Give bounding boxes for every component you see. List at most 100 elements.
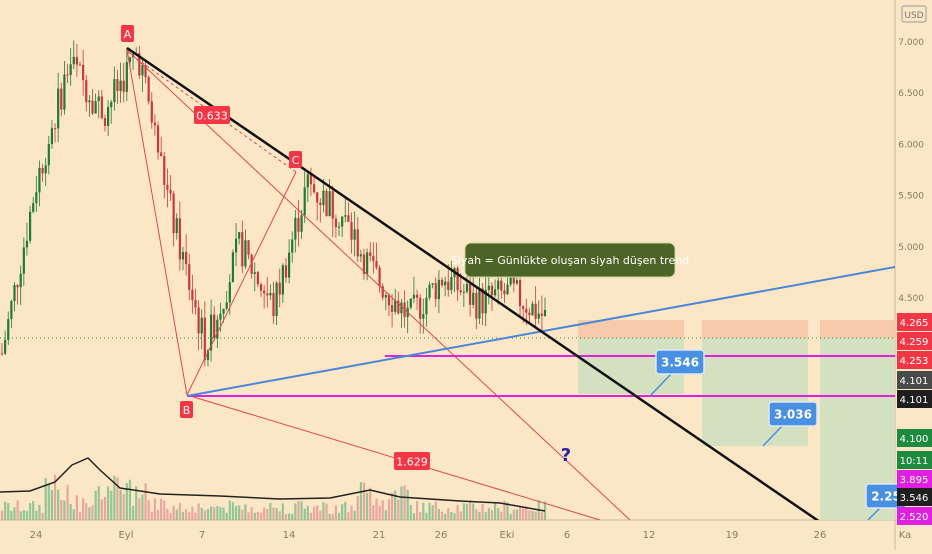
candle-body (269, 292, 272, 296)
candle-body (312, 184, 316, 193)
candle-body (291, 239, 294, 253)
price-tag: 4.265 (897, 313, 932, 331)
volume-bar (69, 503, 72, 520)
candle-body (484, 289, 487, 314)
volume-bar (216, 506, 219, 520)
candle-body (169, 189, 172, 194)
candle-body (94, 101, 97, 114)
candle-body (194, 300, 197, 308)
volume-bar (437, 509, 440, 520)
candle-body (278, 282, 281, 295)
currency-badge[interactable]: USD (901, 5, 927, 23)
volume-bar (309, 512, 313, 520)
volume-bar (518, 507, 522, 520)
candle-body (344, 215, 347, 217)
candle-body (200, 317, 203, 334)
candle-body (41, 167, 44, 174)
volume-bars (0, 474, 547, 520)
volume-bar (263, 507, 266, 520)
candle-body (381, 286, 384, 298)
volume-bar (325, 503, 328, 520)
volume-bar (53, 474, 57, 520)
volume-bar (303, 508, 306, 520)
volume-bar (94, 490, 97, 520)
volume-bar (487, 508, 490, 520)
candle-body (219, 313, 222, 320)
candle-body (185, 252, 188, 265)
candle-body (503, 290, 506, 295)
candle-body (57, 88, 60, 129)
candle-body (156, 125, 160, 153)
volume-bar (25, 510, 29, 520)
candle-body (506, 284, 509, 295)
zone-target-2 (702, 338, 808, 446)
candle-body (172, 193, 175, 234)
volume-bar (512, 509, 515, 520)
price-tag-label: 4.101 (900, 395, 929, 406)
candle-body (206, 350, 210, 360)
candle-body (341, 216, 344, 227)
x-tick-label: 19 (726, 530, 739, 541)
volume-bar (515, 509, 519, 520)
candle-body (63, 74, 66, 110)
candle-body (66, 74, 69, 76)
candle-body (119, 80, 122, 91)
target-label-3[interactable]: 2.25 (865, 483, 907, 509)
price-tag: 4.100 (897, 429, 932, 447)
candle-body (178, 218, 181, 260)
volume-bar (85, 503, 88, 520)
volume-bar (375, 498, 378, 520)
price-tag-background (897, 429, 932, 447)
volume-bar (272, 507, 275, 520)
volume-bar (225, 512, 228, 520)
svg-text:USD: USD (904, 11, 923, 21)
target-label-1[interactable]: 3.546 (655, 349, 705, 375)
price-tag-label: 2.520 (900, 512, 929, 523)
pattern-line-ab (126, 49, 188, 396)
volume-bar (540, 512, 543, 520)
x-tick-label: 12 (643, 530, 656, 541)
volume-bar (294, 503, 297, 520)
volume-bar (440, 511, 444, 520)
volume-bar (160, 498, 163, 520)
candle-body (509, 274, 512, 285)
y-tick-label: 5.500 (898, 192, 924, 202)
volume-bar (406, 489, 409, 520)
volume-bar (372, 504, 375, 520)
svg-text:B: B (183, 404, 191, 417)
volume-bar (203, 510, 206, 520)
volume-bar (238, 505, 241, 520)
point-label-a: A (121, 25, 134, 42)
volume-bar (97, 486, 100, 520)
volume-bar (475, 509, 478, 520)
point-label-b: B (180, 401, 193, 418)
volume-bar (525, 506, 528, 520)
candle-body (328, 191, 331, 217)
price-tag-label: 3.895 (900, 475, 929, 486)
price-tag-background (897, 313, 932, 331)
candle-body (437, 279, 440, 300)
volume-bar (38, 504, 41, 520)
target-label-2[interactable]: 3.036 (768, 401, 818, 427)
time-axis-ticks: 24 Eyl 7 14 21 26 Eki 6 12 19 26 Ka (30, 530, 912, 541)
price-tag-label: 4.253 (900, 356, 929, 367)
annotation-callout[interactable]: Siyah = Günlükte oluşan siyah düşen tren… (451, 242, 689, 278)
volume-bar (334, 505, 338, 520)
volume-bar (450, 511, 453, 520)
candle-body (281, 265, 284, 295)
volume-bar (131, 506, 135, 520)
candle-body (82, 64, 85, 81)
price-tag-label: 4.100 (900, 434, 929, 445)
volume-bar (390, 492, 394, 520)
svg-text:3.546: 3.546 (661, 356, 699, 370)
candle-body (522, 306, 525, 309)
volume-bar (72, 509, 75, 520)
volume-bar (503, 500, 506, 520)
candle-body (334, 218, 338, 228)
candle-body (163, 156, 166, 185)
volume-bar (281, 503, 284, 520)
candle-body (78, 64, 82, 66)
candle-body (107, 107, 110, 127)
candle-body (97, 96, 100, 102)
